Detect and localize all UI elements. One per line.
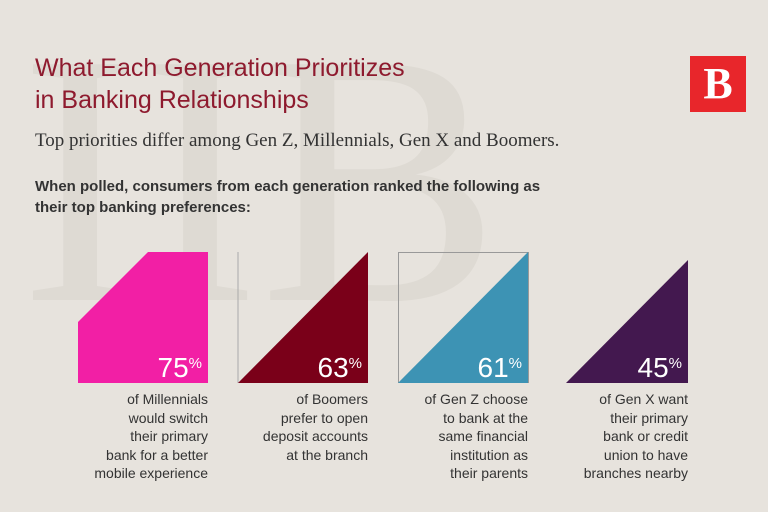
caption-line: bank or credit (603, 428, 688, 444)
title-line: What Each Generation Prioritizes (35, 54, 405, 82)
caption-line: branches nearby (583, 465, 688, 481)
number: 61 (477, 352, 509, 383)
caption-line: of Gen X want (599, 391, 688, 407)
caption-line: would switch (128, 409, 208, 426)
intro-line: their top banking preferences: (35, 199, 251, 216)
shape-genx (566, 260, 688, 383)
stat-number: 61% (402, 352, 523, 384)
caption-line: union to have (603, 446, 688, 463)
number: 75 (157, 352, 189, 383)
shape-boomers (238, 252, 368, 383)
unit: % (668, 355, 682, 372)
caption-line: to bank at the (443, 409, 528, 426)
unit: % (348, 355, 362, 372)
caption-line: of Gen Z choose (424, 391, 528, 407)
unit: % (188, 355, 202, 372)
number: 45 (637, 352, 669, 383)
title-line: in Banking Relationships (35, 86, 309, 114)
number: 63 (317, 352, 349, 383)
caption: of Gen X want their primary bank or credit… (538, 390, 688, 483)
shape-millennials (78, 252, 208, 383)
caption-line: same financial (438, 428, 529, 444)
caption: of Gen Z choose to bank at the same financ… (378, 390, 528, 483)
caption-line: their primary (610, 409, 688, 426)
stat-number: 45% (562, 352, 683, 384)
subtitle: Top priorities differ among Gen Z, Mille… (35, 130, 560, 151)
intro: When polled, consumers from each generat… (35, 176, 540, 218)
unit: % (508, 355, 522, 372)
caption-line: of Boomers (296, 391, 368, 407)
logo: B (690, 56, 746, 112)
caption: of Millennials would switch their primary b… (58, 390, 208, 483)
caption-line: prefer to open (280, 409, 368, 426)
caption-line: their primary (130, 428, 208, 444)
stat-number: 75% (82, 352, 203, 384)
caption-line: bank for a better (106, 446, 208, 463)
title: What Each Generation Prioritizes in Banki… (35, 52, 405, 116)
caption-line: of Millennials (127, 391, 208, 407)
intro-line: When polled, consumers from each generat… (35, 178, 541, 195)
caption-line: deposit accounts (262, 428, 368, 444)
caption-line: institution as (450, 446, 528, 463)
caption-line: at the branch (286, 446, 368, 463)
caption: of Boomers prefer to open deposit accounts… (218, 390, 368, 464)
caption-line: mobile experience (94, 465, 208, 481)
stat-number: 63% (242, 352, 363, 384)
caption-line: their parents (450, 465, 528, 481)
shape-genz (398, 252, 528, 383)
